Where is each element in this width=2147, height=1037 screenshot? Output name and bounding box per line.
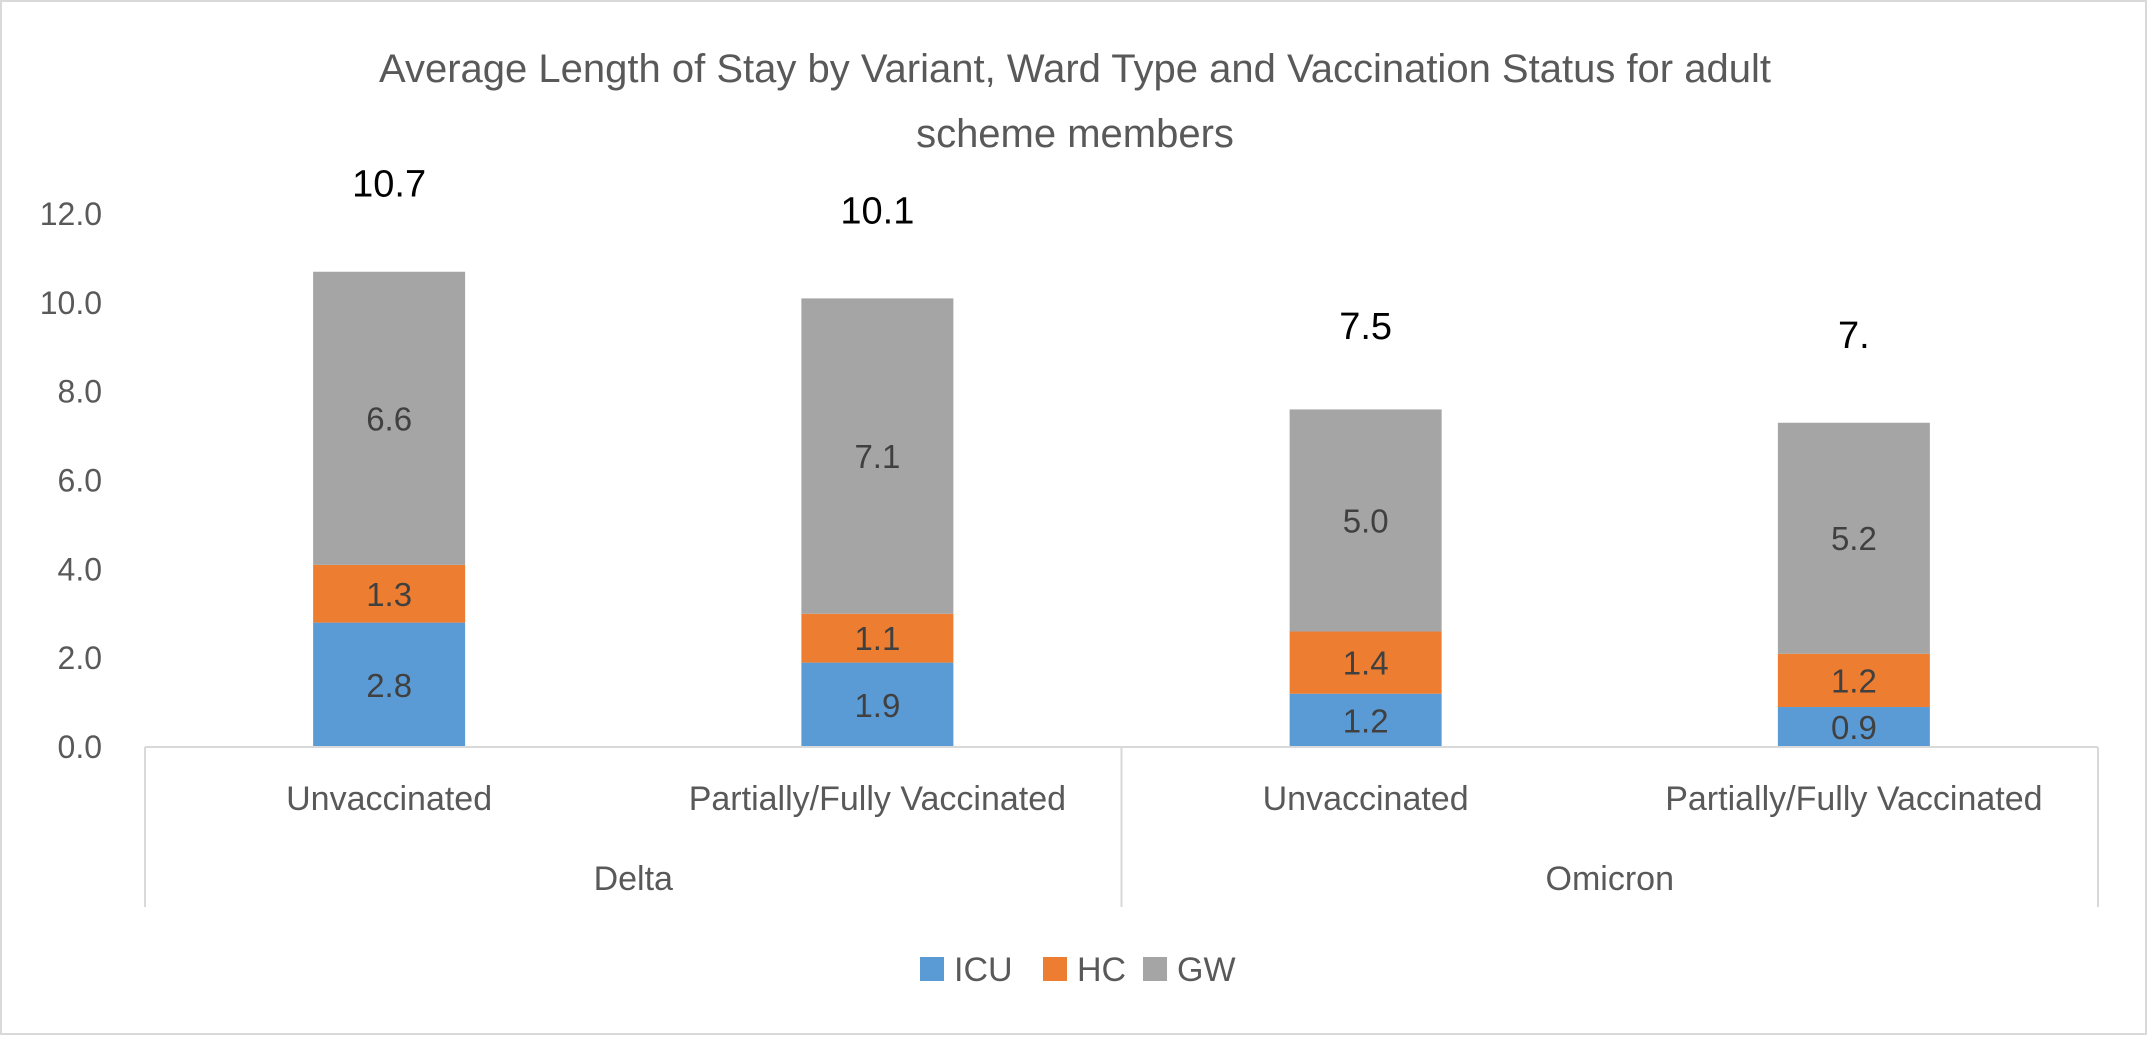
bar-gw-segment (1289, 409, 1442, 632)
legend-label-hc: HC (1077, 951, 1126, 989)
y-tick-label: 10.0 (40, 285, 102, 321)
x-category-label: Unvaccinated (1263, 780, 1469, 818)
y-tick-label: 4.0 (58, 551, 102, 587)
bar-gw-segment (801, 298, 954, 614)
data-label-hc: 1.2 (1831, 662, 1877, 699)
bar-hc-segment (801, 613, 954, 663)
data-label-gw: 5.0 (1343, 502, 1389, 539)
legend-swatch-hc (1043, 957, 1067, 981)
y-tick-label: 0.0 (58, 729, 102, 765)
data-label-icu: 1.2 (1343, 702, 1389, 739)
bar-hc-segment (1289, 631, 1442, 694)
total-label: 7. (1838, 315, 1870, 357)
data-label-gw: 6.6 (366, 400, 412, 437)
y-tick-label: 12.0 (40, 196, 102, 232)
bar-icu-segment (313, 622, 466, 747)
bar-hc-segment (313, 564, 466, 623)
data-label-gw: 7.1 (854, 438, 900, 475)
data-label-hc: 1.3 (366, 576, 412, 613)
bar-gw-segment (313, 271, 466, 565)
bar-icu-segment (1289, 693, 1442, 747)
data-label-icu: 0.9 (1831, 709, 1877, 746)
y-tick-label: 2.0 (58, 640, 102, 676)
legend-swatch-gw (1143, 957, 1167, 981)
y-tick-label: 8.0 (58, 374, 102, 410)
data-label-gw: 5.2 (1831, 520, 1877, 557)
bar-gw-segment (1777, 422, 1930, 654)
data-label-hc: 1.4 (1343, 645, 1389, 682)
x-category-label: Partially/Fully Vaccinated (1665, 780, 2042, 818)
x-category-label: Unvaccinated (286, 780, 492, 818)
chart-title-line-1: Average Length of Stay by Variant, Ward … (379, 47, 1771, 91)
x-group-label: Delta (594, 860, 673, 898)
legend-label-gw: GW (1177, 951, 1236, 989)
legend-label-icu: ICU (954, 951, 1013, 989)
bar-icu-segment (801, 662, 954, 747)
legend-swatch-icu (920, 957, 944, 981)
bar-hc-segment (1777, 653, 1930, 708)
total-label: 7.5 (1339, 306, 1392, 348)
total-label: 10.7 (352, 164, 426, 206)
x-group-label: Omicron (1546, 860, 1674, 898)
data-label-hc: 1.1 (854, 620, 900, 657)
y-tick-label: 6.0 (58, 463, 102, 499)
total-label: 10.1 (840, 190, 914, 232)
data-label-icu: 1.9 (854, 687, 900, 724)
data-label-icu: 2.8 (366, 667, 412, 704)
bar-icu-segment (1777, 707, 1930, 747)
chart-title-line-2: scheme members (916, 112, 1234, 156)
x-category-label: Partially/Fully Vaccinated (689, 780, 1066, 818)
